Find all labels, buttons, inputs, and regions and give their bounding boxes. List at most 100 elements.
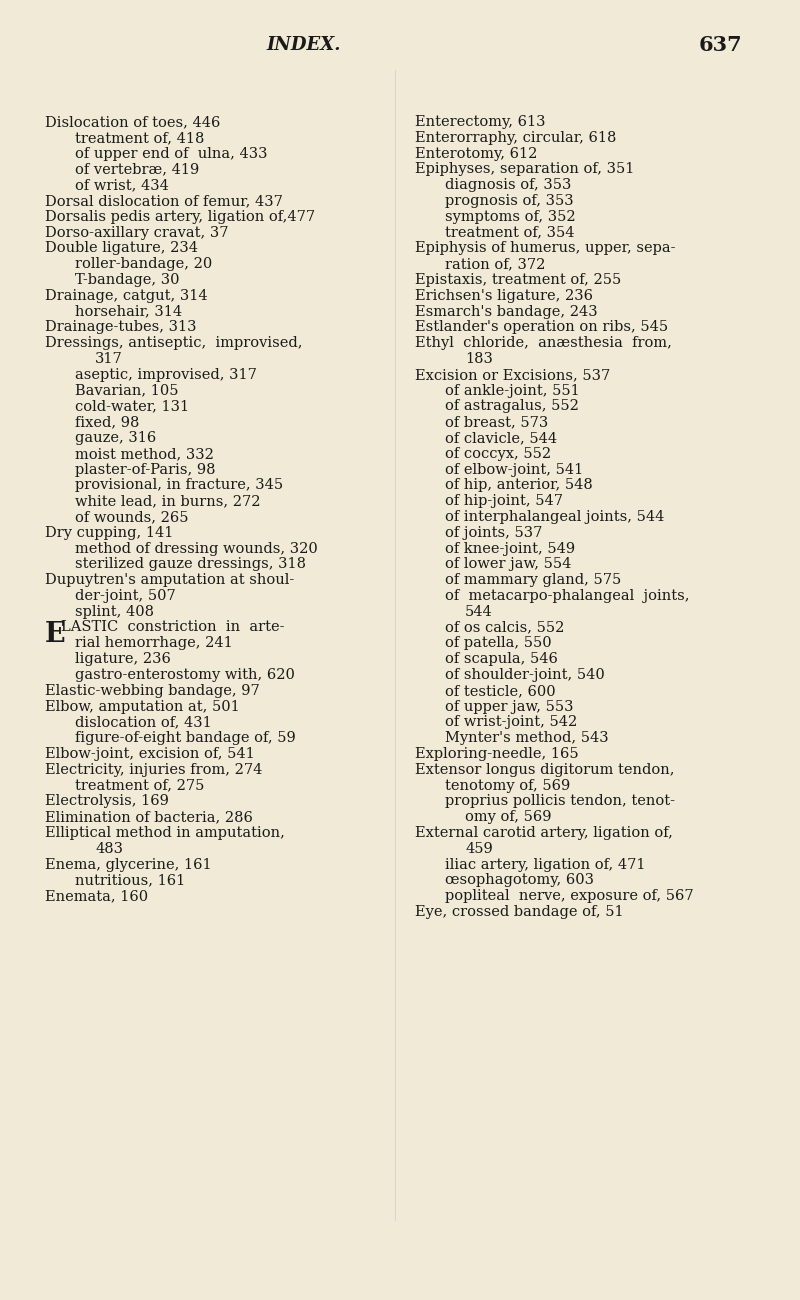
Text: of testicle, 600: of testicle, 600 <box>445 684 556 698</box>
Text: of ankle-joint, 551: of ankle-joint, 551 <box>445 384 580 398</box>
Text: Elbow-joint, excision of, 541: Elbow-joint, excision of, 541 <box>45 747 254 760</box>
Text: provisional, in fracture, 345: provisional, in fracture, 345 <box>75 478 283 493</box>
Text: omy of, 569: omy of, 569 <box>465 810 551 824</box>
Text: Enema, glycerine, 161: Enema, glycerine, 161 <box>45 858 212 871</box>
Text: Estlander's operation on ribs, 545: Estlander's operation on ribs, 545 <box>415 320 668 334</box>
Text: 459: 459 <box>465 842 493 855</box>
Text: of hip-joint, 547: of hip-joint, 547 <box>445 494 563 508</box>
Text: figure-of-eight bandage of, 59: figure-of-eight bandage of, 59 <box>75 731 296 745</box>
Text: Extensor longus digitorum tendon,: Extensor longus digitorum tendon, <box>415 763 674 777</box>
Text: Dorsalis pedis artery, ligation of,477: Dorsalis pedis artery, ligation of,477 <box>45 209 315 224</box>
Text: symptoms of, 352: symptoms of, 352 <box>445 209 576 224</box>
Text: Elimination of bacteria, 286: Elimination of bacteria, 286 <box>45 810 253 824</box>
Text: ligature, 236: ligature, 236 <box>75 653 171 666</box>
Text: plaster-of-Paris, 98: plaster-of-Paris, 98 <box>75 463 215 477</box>
Text: proprius pollicis tendon, tenot-: proprius pollicis tendon, tenot- <box>445 794 675 809</box>
Text: Double ligature, 234: Double ligature, 234 <box>45 242 198 255</box>
Text: Elbow, amputation at, 501: Elbow, amputation at, 501 <box>45 699 240 714</box>
Text: Dorso-axillary cravat, 37: Dorso-axillary cravat, 37 <box>45 226 229 239</box>
Text: prognosis of, 353: prognosis of, 353 <box>445 194 574 208</box>
Text: E: E <box>45 620 66 647</box>
Text: of clavicle, 544: of clavicle, 544 <box>445 432 557 445</box>
Text: of shoulder-joint, 540: of shoulder-joint, 540 <box>445 668 605 683</box>
Text: diagnosis of, 353: diagnosis of, 353 <box>445 178 571 192</box>
Text: dislocation of, 431: dislocation of, 431 <box>75 715 212 729</box>
Text: tenotomy of, 569: tenotomy of, 569 <box>445 779 570 793</box>
Text: Esmarch's bandage, 243: Esmarch's bandage, 243 <box>415 304 598 318</box>
Text: LASTIC  constriction  in  arte-: LASTIC constriction in arte- <box>61 620 285 633</box>
Text: treatment of, 275: treatment of, 275 <box>75 779 204 793</box>
Text: Enterectomy, 613: Enterectomy, 613 <box>415 114 546 129</box>
Text: of wrist-joint, 542: of wrist-joint, 542 <box>445 715 578 729</box>
Text: 183: 183 <box>465 352 493 367</box>
Text: 483: 483 <box>95 842 123 855</box>
Text: Ethyl  chloride,  anæsthesia  from,: Ethyl chloride, anæsthesia from, <box>415 337 672 350</box>
Text: Electrolysis, 169: Electrolysis, 169 <box>45 794 169 809</box>
Text: fixed, 98: fixed, 98 <box>75 415 139 429</box>
Text: horsehair, 314: horsehair, 314 <box>75 304 182 318</box>
Text: Enemata, 160: Enemata, 160 <box>45 889 148 903</box>
Text: gastro-enterostomy with, 620: gastro-enterostomy with, 620 <box>75 668 295 683</box>
Text: splint, 408: splint, 408 <box>75 604 154 619</box>
Text: of lower jaw, 554: of lower jaw, 554 <box>445 558 571 572</box>
Text: Excision or Excisions, 537: Excision or Excisions, 537 <box>415 368 610 382</box>
Text: Dorsal dislocation of femur, 437: Dorsal dislocation of femur, 437 <box>45 194 283 208</box>
Text: T-bandage, 30: T-bandage, 30 <box>75 273 179 287</box>
Text: Eye, crossed bandage of, 51: Eye, crossed bandage of, 51 <box>415 905 624 919</box>
Text: sterilized gauze dressings, 318: sterilized gauze dressings, 318 <box>75 558 306 572</box>
Text: 317: 317 <box>95 352 122 367</box>
Text: Electricity, injuries from, 274: Electricity, injuries from, 274 <box>45 763 262 777</box>
Text: Epiphysis of humerus, upper, sepa-: Epiphysis of humerus, upper, sepa- <box>415 242 675 255</box>
Text: of breast, 573: of breast, 573 <box>445 415 548 429</box>
Text: Dislocation of toes, 446: Dislocation of toes, 446 <box>45 114 220 129</box>
Text: popliteal  nerve, exposure of, 567: popliteal nerve, exposure of, 567 <box>445 889 694 903</box>
Text: Enterorraphy, circular, 618: Enterorraphy, circular, 618 <box>415 131 616 144</box>
Text: der-joint, 507: der-joint, 507 <box>75 589 176 603</box>
Text: of upper jaw, 553: of upper jaw, 553 <box>445 699 574 714</box>
Text: rial hemorrhage, 241: rial hemorrhage, 241 <box>75 637 233 650</box>
Text: of upper end of  ulna, 433: of upper end of ulna, 433 <box>75 147 267 161</box>
Text: of knee-joint, 549: of knee-joint, 549 <box>445 542 575 555</box>
Text: INDEX.: INDEX. <box>266 36 342 55</box>
Text: Bavarian, 105: Bavarian, 105 <box>75 384 178 398</box>
Text: method of dressing wounds, 320: method of dressing wounds, 320 <box>75 542 318 555</box>
Text: Dry cupping, 141: Dry cupping, 141 <box>45 525 174 540</box>
Text: Dupuytren's amputation at shoul-: Dupuytren's amputation at shoul- <box>45 573 294 588</box>
Text: ration of, 372: ration of, 372 <box>445 257 546 272</box>
Text: of patella, 550: of patella, 550 <box>445 637 552 650</box>
Text: of coccyx, 552: of coccyx, 552 <box>445 447 551 460</box>
Text: cold-water, 131: cold-water, 131 <box>75 399 189 413</box>
Text: of astragalus, 552: of astragalus, 552 <box>445 399 579 413</box>
Text: Dressings, antiseptic,  improvised,: Dressings, antiseptic, improvised, <box>45 337 302 350</box>
Text: of hip, anterior, 548: of hip, anterior, 548 <box>445 478 593 493</box>
Text: roller-bandage, 20: roller-bandage, 20 <box>75 257 212 272</box>
Text: of elbow-joint, 541: of elbow-joint, 541 <box>445 463 583 477</box>
Text: of joints, 537: of joints, 537 <box>445 525 542 540</box>
Text: of vertebræ, 419: of vertebræ, 419 <box>75 162 199 177</box>
Text: gauze, 316: gauze, 316 <box>75 432 156 445</box>
Text: of wounds, 265: of wounds, 265 <box>75 510 189 524</box>
Text: External carotid artery, ligation of,: External carotid artery, ligation of, <box>415 826 673 840</box>
Text: Enterotomy, 612: Enterotomy, 612 <box>415 147 538 161</box>
Text: Elastic-webbing bandage, 97: Elastic-webbing bandage, 97 <box>45 684 260 698</box>
Text: treatment of, 418: treatment of, 418 <box>75 131 204 144</box>
Text: Epiphyses, separation of, 351: Epiphyses, separation of, 351 <box>415 162 634 177</box>
Text: of  metacarpo-phalangeal  joints,: of metacarpo-phalangeal joints, <box>445 589 690 603</box>
Text: treatment of, 354: treatment of, 354 <box>445 226 574 239</box>
Text: moist method, 332: moist method, 332 <box>75 447 214 460</box>
Text: aseptic, improvised, 317: aseptic, improvised, 317 <box>75 368 257 382</box>
Text: Epistaxis, treatment of, 255: Epistaxis, treatment of, 255 <box>415 273 622 287</box>
Text: nutritious, 161: nutritious, 161 <box>75 874 186 888</box>
Text: Drainage-tubes, 313: Drainage-tubes, 313 <box>45 320 197 334</box>
Text: Exploring-needle, 165: Exploring-needle, 165 <box>415 747 578 760</box>
Text: iliac artery, ligation of, 471: iliac artery, ligation of, 471 <box>445 858 646 871</box>
Text: Elliptical method in amputation,: Elliptical method in amputation, <box>45 826 285 840</box>
Text: Erichsen's ligature, 236: Erichsen's ligature, 236 <box>415 289 593 303</box>
Text: œsophagotomy, 603: œsophagotomy, 603 <box>445 874 594 888</box>
Text: Mynter's method, 543: Mynter's method, 543 <box>445 731 609 745</box>
Text: of interphalangeal joints, 544: of interphalangeal joints, 544 <box>445 510 664 524</box>
Text: white lead, in burns, 272: white lead, in burns, 272 <box>75 494 261 508</box>
Text: of wrist, 434: of wrist, 434 <box>75 178 169 192</box>
Text: 637: 637 <box>698 35 742 55</box>
Text: of scapula, 546: of scapula, 546 <box>445 653 558 666</box>
